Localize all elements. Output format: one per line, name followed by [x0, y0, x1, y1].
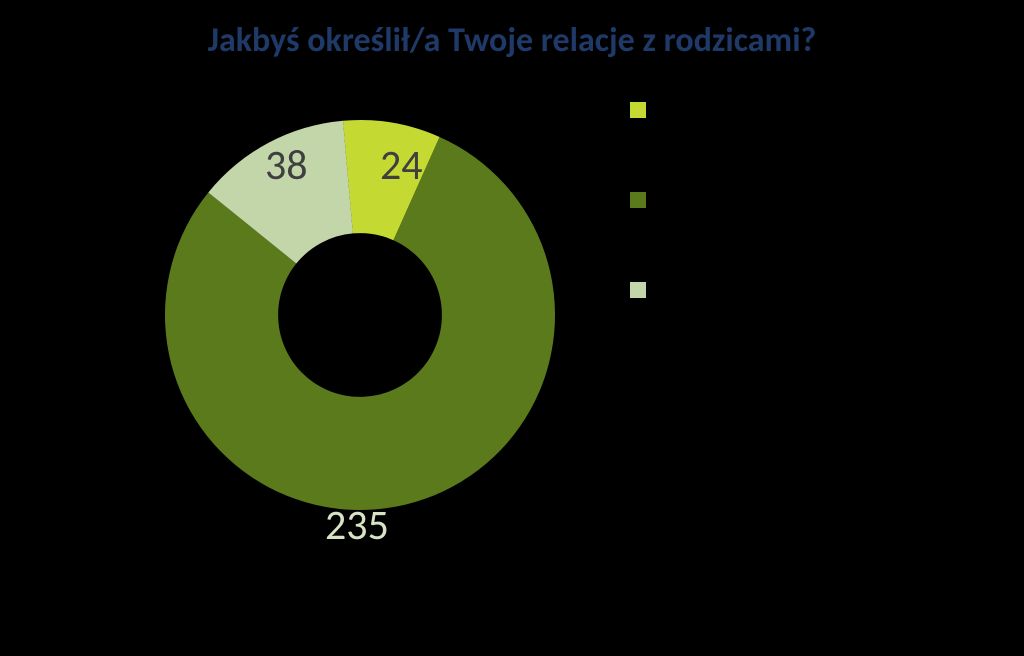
- legend-item: [630, 100, 980, 118]
- slice-value-label: 235: [325, 500, 389, 551]
- slice-value-label: 24: [380, 140, 423, 191]
- legend-swatch: [630, 282, 646, 298]
- legend: [630, 100, 980, 370]
- chart-container: Jakbyś określił/a Twoje relacje z rodzic…: [0, 0, 1024, 656]
- legend-swatch: [630, 102, 646, 118]
- donut-svg: [140, 95, 580, 535]
- donut-chart: 24 235 38: [140, 95, 580, 615]
- legend-swatch: [630, 192, 646, 208]
- legend-item: [630, 280, 980, 298]
- chart-title: Jakbyś określił/a Twoje relacje z rodzic…: [0, 20, 1024, 61]
- slice-value-label: 38: [265, 140, 308, 191]
- legend-item: [630, 190, 980, 208]
